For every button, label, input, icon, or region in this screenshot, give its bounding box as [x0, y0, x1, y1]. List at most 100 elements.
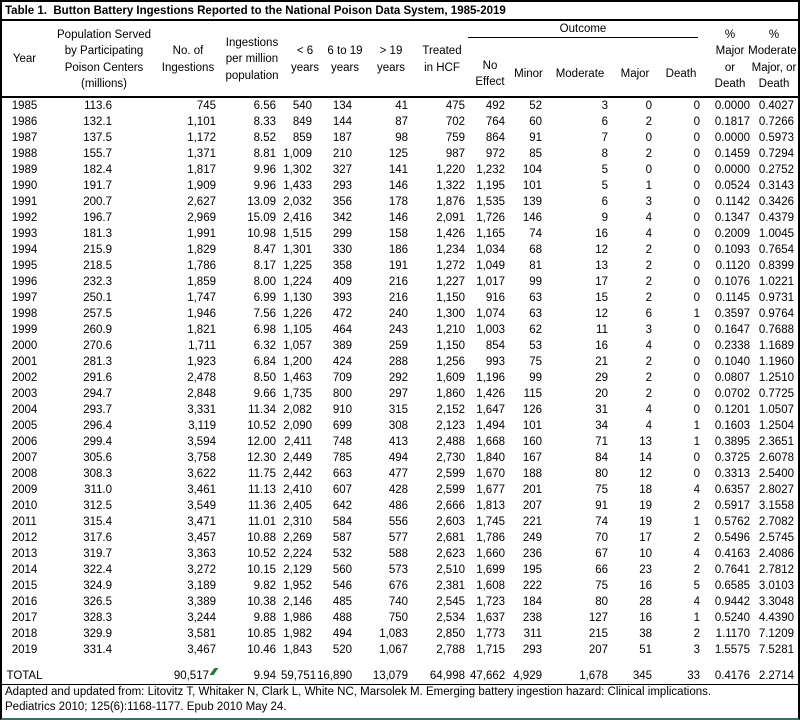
data-cell: 464 [332, 324, 352, 336]
data-cell: 1,745 [476, 516, 505, 528]
data-cell: 91 [529, 132, 542, 144]
row-label-cell: 2019 [11, 644, 38, 656]
data-cell: 1 [693, 420, 700, 432]
data-cell: 81 [529, 260, 542, 272]
data-cell: 3,461 [187, 484, 216, 496]
data-cell: 167 [522, 452, 542, 464]
data-cell: 59,751 [281, 670, 317, 682]
col-header-death: Death [665, 67, 697, 80]
data-cell: 1.1689 [758, 340, 794, 352]
data-cell: 849 [292, 116, 312, 128]
data-cell: 0.3313 [714, 468, 750, 480]
row-label-cell: 1987 [11, 132, 38, 144]
data-cell: 1.5575 [714, 644, 750, 656]
data-cell: 1,083 [379, 628, 408, 640]
data-cell: 0 [693, 164, 700, 176]
row-label-cell: 2007 [11, 452, 38, 464]
data-cell: 477 [388, 468, 408, 480]
table-row: 2017 328.3 3,244 9.88 1,986 488 750 2,534 1,637 2… [2, 610, 798, 626]
data-cell: 0.1603 [714, 420, 750, 432]
table-row: 2013 319.7 3,363 10.52 2,224 532 588 2,623 1,660… [2, 546, 798, 562]
data-cell: 3,581 [187, 628, 216, 640]
data-cell: 2,627 [187, 196, 216, 208]
data-cell: 1,232 [476, 164, 505, 176]
data-cell: 9 [601, 212, 608, 224]
row-label-cell: 1986 [11, 116, 38, 128]
data-cell: 31 [595, 404, 608, 416]
data-cell: 2 [645, 260, 652, 272]
data-cell: 0 [645, 164, 652, 176]
data-cell: 21 [595, 356, 608, 368]
data-cell: 759 [445, 132, 465, 144]
data-cell: 3 [693, 644, 700, 656]
data-cell: 1,220 [436, 164, 465, 176]
data-cell: 4 [645, 228, 652, 240]
row-label-cell: 2002 [11, 372, 38, 384]
data-cell: 331.4 [83, 644, 112, 656]
row-label-cell: 2013 [11, 548, 38, 560]
data-cell: 0.4027 [758, 100, 794, 112]
data-cell: 1,256 [436, 356, 465, 368]
data-cell: 1,371 [187, 148, 216, 160]
data-cell: 1 [645, 180, 652, 192]
data-cell: 85 [529, 148, 542, 160]
data-cell: 1,224 [283, 276, 312, 288]
table-row: 1987 137.5 1,172 8.52 859 187 98 759 864 91 7 0 0 0.0… [2, 130, 798, 146]
data-cell: 993 [485, 356, 505, 368]
table-row: 2008 308.3 3,622 11.75 2,442 663 477 2,599 1,670… [2, 466, 798, 482]
data-cell: 577 [388, 532, 408, 544]
data-cell: 5 [693, 580, 700, 592]
data-cell: 6.99 [253, 292, 276, 304]
data-cell: 155.7 [83, 148, 112, 160]
total-row-container: TOTAL 90,517 9.94 59,751 16,890 13,079 64,998 4… [2, 668, 798, 684]
data-cell: 3,389 [187, 596, 216, 608]
data-cell: 342 [332, 212, 352, 224]
data-cell: 2 [645, 116, 652, 128]
data-cell: 221 [522, 516, 542, 528]
data-cell: 38 [639, 628, 652, 640]
data-cell: 9.96 [253, 164, 276, 176]
data-cell: 2.7082 [758, 516, 794, 528]
data-cell: 0.5240 [714, 612, 750, 624]
data-cell: 186 [388, 244, 408, 256]
data-cell: 1 [693, 308, 700, 320]
data-cell: 1,735 [283, 388, 312, 400]
data-cell: 132.1 [83, 116, 112, 128]
data-cell: 1,668 [476, 436, 505, 448]
data-cell: 0.6585 [714, 580, 750, 592]
table-row: 1992 196.7 2,969 15.09 2,416 342 146 2,091 1,726… [2, 210, 798, 226]
data-cell: 3 [645, 196, 652, 208]
data-cell: 90,517 [117, 668, 221, 682]
row-label-cell: 2016 [11, 596, 38, 608]
data-cell: 1,463 [283, 372, 312, 384]
data-cell: 215.9 [83, 244, 112, 256]
data-cell: 1,840 [476, 452, 505, 464]
data-cell: 99 [529, 372, 542, 384]
data-cell: 0.0524 [714, 180, 750, 192]
data-cell: 305.6 [83, 452, 112, 464]
data-cell: 1,426 [476, 388, 505, 400]
col-header-treated-hcf: Treated in HCF [422, 45, 462, 74]
row-label-cell: 2017 [11, 612, 38, 624]
data-cell: 3,758 [187, 452, 216, 464]
row-label-cell: 2009 [11, 484, 38, 496]
data-cell: 51 [639, 644, 652, 656]
data-cell: 0 [693, 116, 700, 128]
data-cell: 0 [693, 292, 700, 304]
data-cell: 1.0507 [758, 404, 794, 416]
data-cell: 75 [595, 580, 608, 592]
data-cell: 1,057 [283, 340, 312, 352]
data-cell: 2,603 [436, 516, 465, 528]
data-cell: 2.4086 [758, 548, 794, 560]
data-cell: 101 [522, 420, 542, 432]
data-cell: 15 [595, 292, 608, 304]
data-cell: 2,152 [436, 404, 465, 416]
data-cell: 299 [332, 228, 352, 240]
data-cell: 2 [645, 292, 652, 304]
data-cell: 191 [388, 260, 408, 272]
data-cell: 146 [522, 212, 542, 224]
row-label-cell: 1989 [11, 164, 38, 176]
data-cell: 740 [388, 596, 408, 608]
data-cell: 1.0045 [758, 228, 794, 240]
data-cell: 200.7 [83, 196, 112, 208]
